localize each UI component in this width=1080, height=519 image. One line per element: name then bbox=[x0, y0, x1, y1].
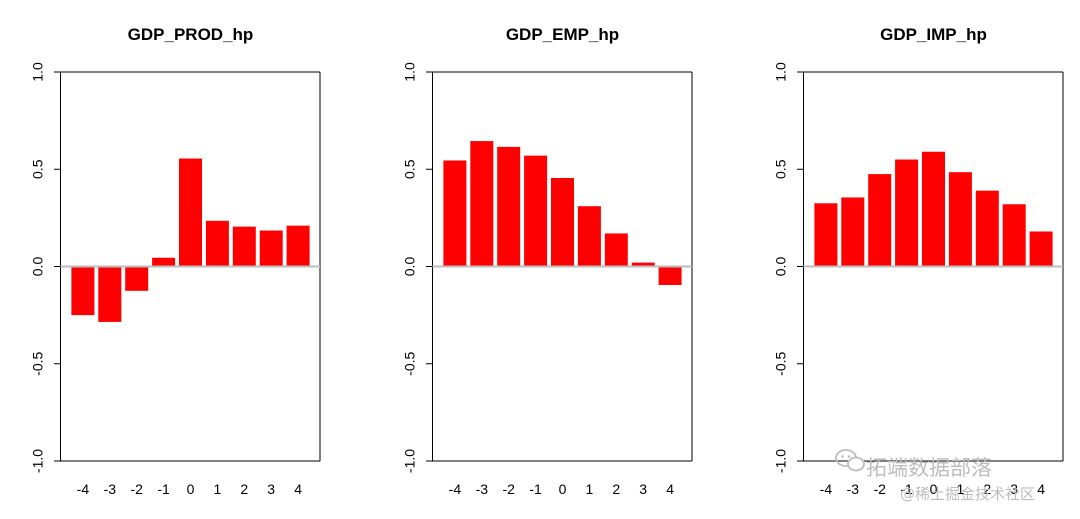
bar bbox=[125, 266, 149, 291]
y-tick-label: 1.0 bbox=[402, 62, 418, 82]
y-tick-label: 1.0 bbox=[30, 62, 46, 82]
bar bbox=[259, 230, 283, 267]
chart-panel-2: GDP_EMP_hp -1.0 -0.5 0.0 0.5 1.0 -4 -3 -2 -1 0 1 2 3 4 bbox=[402, 25, 693, 497]
y-tick-label: -0.5 bbox=[30, 351, 46, 375]
x-tick-label: -2 bbox=[873, 481, 886, 497]
panel-title: GDP_EMP_hp bbox=[506, 25, 619, 44]
x-tick-label: -4 bbox=[77, 481, 90, 497]
y-tick-label: 0.0 bbox=[402, 257, 418, 277]
x-tick-label: -1 bbox=[157, 481, 170, 497]
x-tick-label: 4 bbox=[1037, 481, 1045, 497]
bar bbox=[205, 220, 229, 267]
watermark-title: 拓端数据部落 bbox=[866, 456, 992, 480]
x-tick-label: 3 bbox=[1010, 481, 1018, 497]
x-tick-label: 0 bbox=[187, 481, 195, 497]
bar bbox=[98, 266, 122, 322]
bar bbox=[232, 226, 256, 267]
x-tick-label: -2 bbox=[130, 481, 143, 497]
bar bbox=[497, 146, 521, 267]
bar bbox=[841, 197, 865, 267]
y-tick-label: -1.0 bbox=[402, 449, 418, 473]
bar bbox=[975, 190, 999, 267]
x-tick-label: -4 bbox=[820, 481, 833, 497]
bar bbox=[658, 266, 682, 285]
bar bbox=[1029, 231, 1053, 267]
x-tick-label: 3 bbox=[267, 481, 275, 497]
bar bbox=[179, 158, 202, 267]
chart-panel-3: GDP_IMP_hp -1.0 -0.5 0.0 0.5 1.0 -4 -3 -2 -1 0 1 2 3 4 bbox=[773, 25, 1064, 497]
x-tick-label: -1 bbox=[529, 481, 542, 497]
panel-title: GDP_IMP_hp bbox=[880, 25, 987, 44]
y-tick-label: -0.5 bbox=[773, 351, 789, 375]
x-tick-label: 1 bbox=[586, 481, 594, 497]
x-tick-label: 4 bbox=[666, 481, 674, 497]
y-tick-label: 0.0 bbox=[30, 257, 46, 277]
y-tick-label: -1.0 bbox=[773, 449, 789, 473]
x-tick-label: 2 bbox=[983, 481, 991, 497]
x-tick-label: -2 bbox=[502, 481, 515, 497]
x-tick-label: 3 bbox=[639, 481, 647, 497]
bar bbox=[524, 155, 548, 267]
bar bbox=[948, 172, 972, 267]
x-tick-label: 2 bbox=[240, 481, 248, 497]
bar bbox=[286, 225, 310, 267]
x-tick-label: -3 bbox=[476, 481, 489, 497]
watermark: 拓端数据部落 @稀土掘金技术社区 bbox=[835, 449, 1035, 503]
wechat-icon bbox=[835, 449, 865, 472]
x-tick-label: 1 bbox=[957, 481, 965, 497]
x-tick-label: 4 bbox=[294, 481, 302, 497]
bar bbox=[71, 266, 95, 316]
bar bbox=[922, 151, 945, 267]
x-tick-label: 0 bbox=[559, 481, 567, 497]
y-tick-label: 0.5 bbox=[773, 159, 789, 179]
x-tick-label: -4 bbox=[449, 481, 462, 497]
bar bbox=[604, 233, 628, 267]
x-tick-label: 2 bbox=[612, 481, 620, 497]
x-tick-label: 0 bbox=[930, 481, 938, 497]
x-tick-label: -1 bbox=[900, 481, 913, 497]
x-tick-label: 1 bbox=[214, 481, 222, 497]
bar bbox=[868, 174, 892, 267]
bar bbox=[470, 141, 494, 267]
y-tick-label: -1.0 bbox=[30, 449, 46, 473]
bar bbox=[443, 160, 467, 267]
x-tick-label: -3 bbox=[847, 481, 860, 497]
bar bbox=[152, 257, 176, 267]
chart-panels: GDP_PROD_hp -1.0 -0.5 0.0 0.5 1.0 -4 -3 -2 -1 0 1 2 3… bbox=[30, 25, 1064, 497]
y-tick-label: 0.0 bbox=[773, 257, 789, 277]
bar bbox=[631, 262, 655, 267]
y-tick-label: 1.0 bbox=[773, 62, 789, 82]
bar bbox=[895, 159, 919, 267]
y-tick-label: 0.5 bbox=[30, 159, 46, 179]
panel-title: GDP_PROD_hp bbox=[128, 25, 254, 44]
bar bbox=[1002, 204, 1026, 267]
bar bbox=[577, 206, 601, 267]
chart-panel-1: GDP_PROD_hp -1.0 -0.5 0.0 0.5 1.0 -4 -3 -2 -1 0 1 2 3… bbox=[30, 25, 321, 497]
bar bbox=[551, 178, 574, 267]
y-tick-label: -0.5 bbox=[402, 351, 418, 375]
x-tick-label: -3 bbox=[104, 481, 117, 497]
watermark-subtitle: @稀土掘金技术社区 bbox=[900, 485, 1035, 503]
y-tick-label: 0.5 bbox=[402, 159, 418, 179]
bar bbox=[814, 203, 838, 267]
